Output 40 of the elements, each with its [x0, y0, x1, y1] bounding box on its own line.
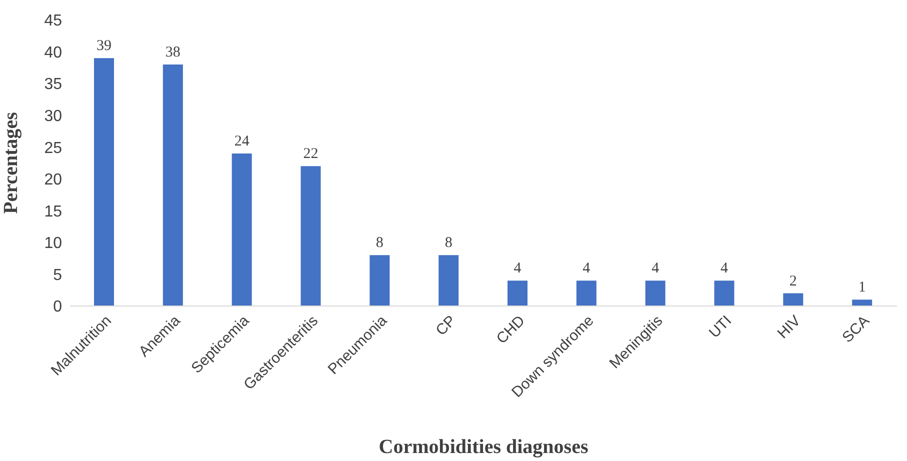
x-tick-label: CP — [432, 312, 460, 340]
bar — [714, 280, 734, 306]
y-tick-label: 35 — [44, 76, 62, 94]
y-tick-label: 10 — [44, 235, 62, 252]
bar — [508, 280, 528, 306]
data-label: 24 — [234, 133, 250, 150]
y-tick-label: 0 — [53, 298, 62, 316]
data-label: 8 — [376, 235, 384, 252]
bar — [783, 293, 804, 306]
bar — [645, 280, 666, 306]
data-label: 4 — [720, 260, 728, 277]
bar — [94, 58, 114, 306]
bar — [370, 255, 390, 306]
y-tick-label: 20 — [44, 172, 62, 189]
y-tick-label: 45 — [44, 12, 62, 30]
x-axis-title: Cormobidities diagnoses — [378, 436, 588, 458]
bar — [232, 153, 252, 306]
data-label: 2 — [789, 273, 797, 290]
data-label: 1 — [858, 280, 866, 296]
x-tick-label: HIV — [774, 312, 804, 342]
y-axis-title: Percentages — [0, 112, 22, 214]
x-tick-label: SCA — [839, 312, 873, 346]
y-tick-label: 25 — [44, 140, 62, 157]
y-tick-label: 5 — [53, 266, 62, 284]
bar — [438, 255, 459, 306]
bar — [162, 64, 183, 306]
data-label: 22 — [303, 146, 318, 162]
y-tick-label: 40 — [44, 44, 62, 62]
bar — [852, 300, 872, 306]
y-tick-label: 30 — [44, 108, 62, 126]
y-tick-label: 15 — [44, 203, 62, 220]
data-label: 4 — [514, 260, 522, 277]
data-label: 4 — [652, 260, 660, 277]
data-label: 8 — [444, 235, 452, 252]
bar — [300, 166, 321, 306]
x-tick-label: UTI — [706, 312, 736, 342]
data-label: 4 — [582, 260, 591, 277]
data-label: 39 — [96, 38, 112, 54]
bar — [576, 280, 596, 306]
data-label: 38 — [165, 44, 180, 60]
